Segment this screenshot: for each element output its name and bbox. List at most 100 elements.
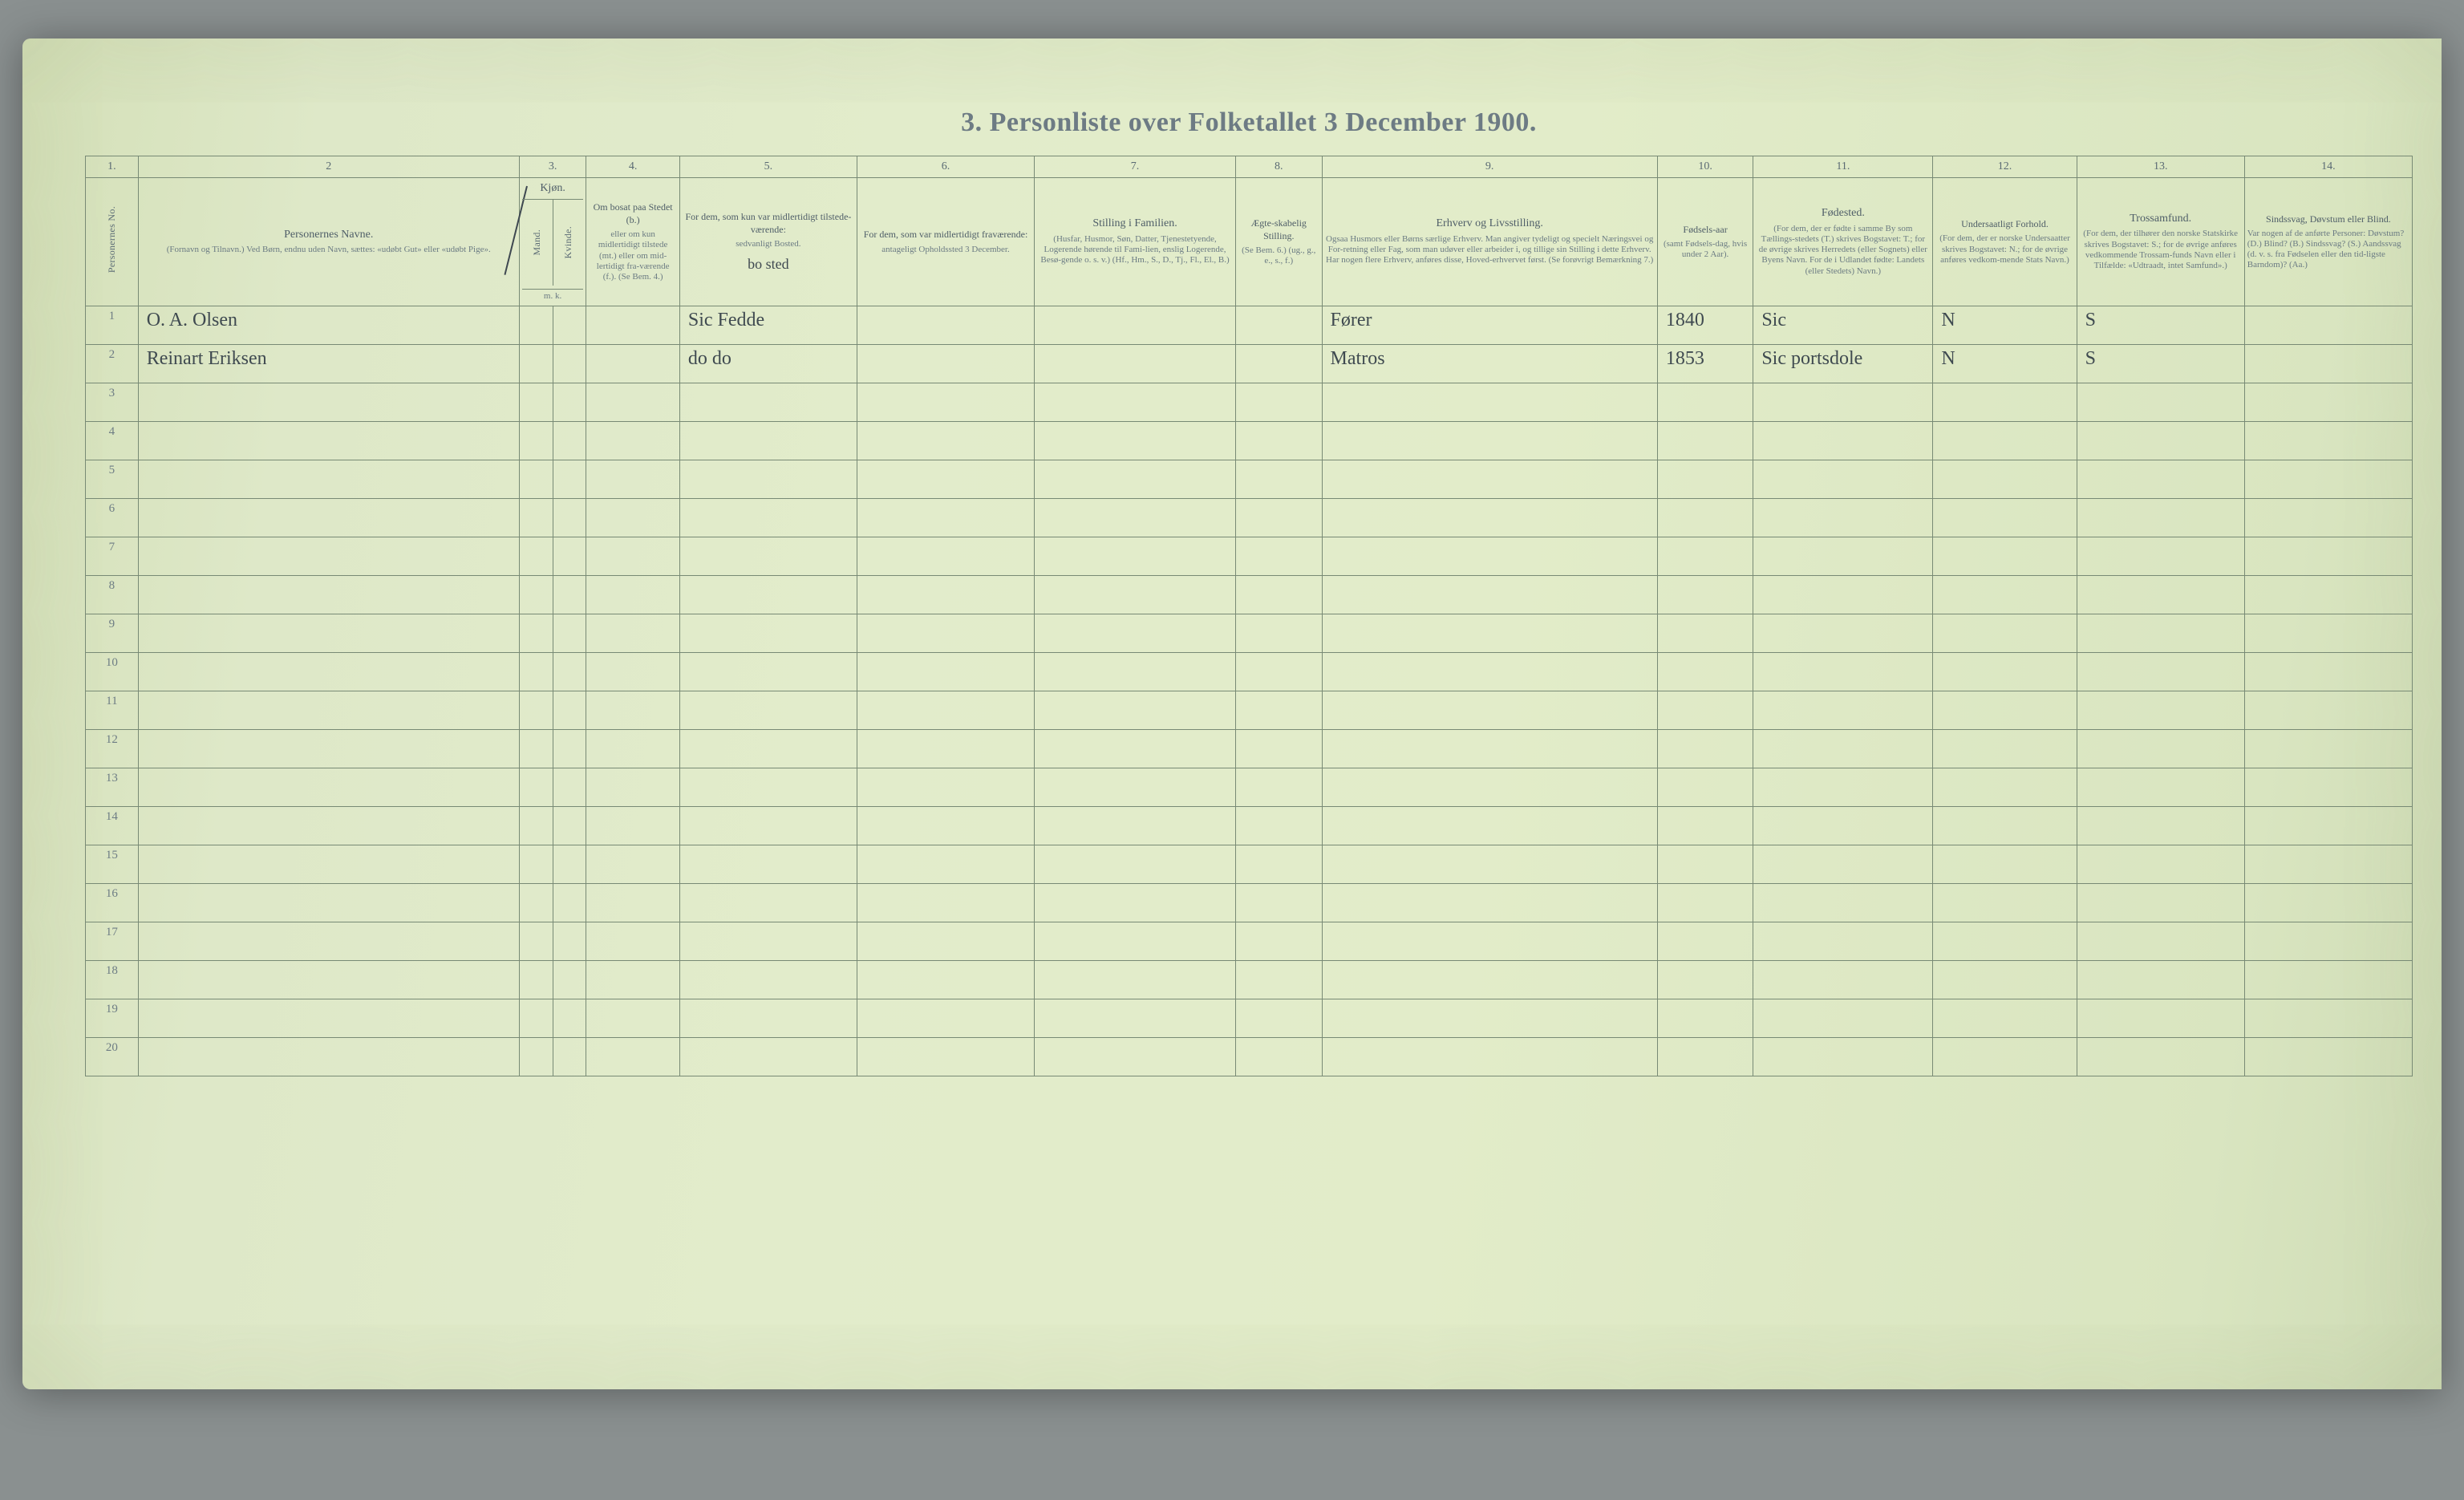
cell-temp-present [679, 652, 857, 691]
cell-family-position [1035, 1037, 1236, 1076]
cell-residence-status [586, 537, 680, 575]
column-number-row: 1. 2 3. 4. 5. 6. 7. 8. 9. 10. 11. 12. 13… [86, 156, 2413, 178]
cell-temp-absent [857, 922, 1034, 960]
hdr-temp-present-sub: sedvanligt Bosted. [683, 239, 854, 249]
cell-sex-k [553, 691, 586, 729]
cell-birthplace [1753, 652, 1933, 691]
cell-sex-k [553, 575, 586, 614]
hdr-residence-status: Om bosat paa Stedet (b.) eller om kun mi… [586, 177, 680, 306]
row-number: 16 [86, 883, 139, 922]
cell-temp-absent [857, 960, 1034, 999]
cell-marital [1236, 652, 1323, 691]
cell-name [138, 652, 519, 691]
row-number: 19 [86, 999, 139, 1037]
cell-birth-year [1657, 691, 1753, 729]
cell-sex-m [519, 1037, 553, 1076]
cell-marital [1236, 768, 1323, 806]
cell-sex-m [519, 768, 553, 806]
hdr-temp-present-main: For dem, som kun var midlertidigt tilste… [685, 211, 851, 235]
cell-nationality [1933, 729, 2077, 768]
cell-marital [1236, 460, 1323, 498]
hdr-birth-year-sub: (samt Fødsels-dag, hvis under 2 Aar). [1660, 239, 1751, 260]
cell-nationality: N [1933, 306, 2077, 344]
cell-sex-k [553, 383, 586, 421]
cell-temp-present [679, 729, 857, 768]
table-row: 14 [86, 806, 2413, 845]
cell-birth-year [1657, 729, 1753, 768]
cell-religion [2077, 806, 2244, 845]
hdr-person-no-label: Personernes No. [106, 206, 118, 273]
cell-temp-present [679, 498, 857, 537]
cell-residence-status [586, 806, 680, 845]
cell-birth-year [1657, 845, 1753, 883]
cell-temp-absent [857, 537, 1034, 575]
cell-occupation [1322, 883, 1657, 922]
cell-disability [2244, 691, 2412, 729]
hdr-birthplace-top: Fødested. [1822, 207, 1865, 219]
cell-religion [2077, 768, 2244, 806]
cell-temp-absent [857, 460, 1034, 498]
cell-sex-m [519, 460, 553, 498]
cell-temp-absent [857, 614, 1034, 652]
cell-name [138, 498, 519, 537]
cell-disability [2244, 537, 2412, 575]
cell-nationality [1933, 845, 2077, 883]
hdr-occupation-sub: Ogsaa Husmors eller Børns særlige Erhver… [1325, 234, 1655, 266]
hdr-religion-main: Trossamfund. [2130, 213, 2191, 225]
table-row: 19 [86, 999, 2413, 1037]
row-number: 4 [86, 421, 139, 460]
cell-residence-status [586, 614, 680, 652]
cell-birth-year [1657, 537, 1753, 575]
cell-occupation [1322, 421, 1657, 460]
cell-religion [2077, 883, 2244, 922]
cell-residence-status [586, 960, 680, 999]
cell-nationality [1933, 768, 2077, 806]
cell-residence-status [586, 729, 680, 768]
cell-sex-m [519, 421, 553, 460]
cell-disability [2244, 421, 2412, 460]
hdr-birthplace-sub: (For dem, der er fødte i samme By som Tæ… [1756, 224, 1930, 277]
table-row: 5 [86, 460, 2413, 498]
cell-temp-absent [857, 1037, 1034, 1076]
cell-nationality [1933, 383, 2077, 421]
cell-sex-m [519, 652, 553, 691]
cell-occupation [1322, 575, 1657, 614]
cell-marital [1236, 575, 1323, 614]
cell-temp-absent [857, 729, 1034, 768]
cell-sex-k [553, 421, 586, 460]
cell-temp-absent [857, 999, 1034, 1037]
cell-residence-status [586, 768, 680, 806]
cell-sex-k [553, 768, 586, 806]
cell-occupation [1322, 652, 1657, 691]
row-number: 12 [86, 729, 139, 768]
cell-birth-year [1657, 883, 1753, 922]
cell-birthplace [1753, 460, 1933, 498]
cell-marital [1236, 691, 1323, 729]
cell-birth-year: 1840 [1657, 306, 1753, 344]
cell-birthplace [1753, 498, 1933, 537]
cell-name [138, 421, 519, 460]
row-number: 8 [86, 575, 139, 614]
table-row: 9 [86, 614, 2413, 652]
table-row: 12 [86, 729, 2413, 768]
cell-temp-present [679, 614, 857, 652]
cell-family-position [1035, 806, 1236, 845]
cell-birthplace [1753, 999, 1933, 1037]
colnum-11: 11. [1753, 156, 1933, 178]
table-row: 17 [86, 922, 2413, 960]
cell-birthplace [1753, 691, 1933, 729]
cell-disability [2244, 498, 2412, 537]
table-header: 1. 2 3. 4. 5. 6. 7. 8. 9. 10. 11. 12. 13… [86, 156, 2413, 306]
cell-occupation [1322, 460, 1657, 498]
hdr-names-sub: (Fornavn og Tilnavn.) Ved Børn, endnu ud… [141, 245, 517, 255]
cell-marital [1236, 537, 1323, 575]
cell-sex-m [519, 537, 553, 575]
hdr-temp-present-handwriting: bo sted [683, 255, 854, 274]
cell-disability [2244, 383, 2412, 421]
cell-temp-present [679, 383, 857, 421]
cell-residence-status [586, 691, 680, 729]
cell-sex-k [553, 652, 586, 691]
cell-temp-absent [857, 883, 1034, 922]
cell-temp-present: Sic Fedde [679, 306, 857, 344]
cell-birthplace [1753, 960, 1933, 999]
